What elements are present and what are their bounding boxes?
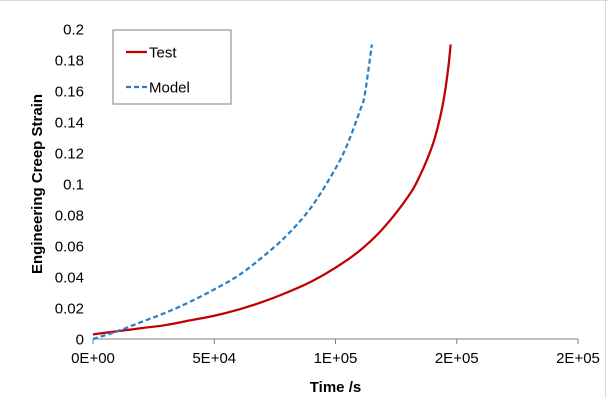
y-tick-label: 0.12 — [55, 146, 84, 163]
x-tick-label: 1E+05 — [314, 350, 358, 367]
legend-label-test: Test — [149, 45, 177, 62]
y-tick-label: 0.18 — [55, 53, 84, 70]
legend: Test Model — [112, 29, 232, 105]
y-tick-label: 0.16 — [55, 84, 84, 101]
y-tick-label: 0.1 — [63, 177, 84, 194]
x-tick-label: 2E+05 — [435, 350, 479, 367]
x-tick-label: 0E+00 — [71, 350, 115, 367]
series-line-test — [92, 44, 452, 336]
y-tick-label: 0 — [76, 332, 84, 349]
legend-label-model: Model — [149, 80, 190, 97]
legend-box — [112, 29, 232, 105]
series-line-model — [92, 44, 373, 341]
y-tick-label: 0.02 — [55, 301, 84, 318]
y-tick-label: 0.08 — [55, 208, 84, 225]
y-tick-label: 0.14 — [55, 115, 84, 132]
series-layer — [92, 44, 452, 341]
y-axis-title: Engineering Creep Strain — [29, 94, 46, 274]
x-axis-title: Time /s — [310, 379, 361, 396]
x-tick-label: 5E+04 — [192, 350, 236, 367]
x-tick-label: 2E+05 — [556, 350, 600, 367]
y-tick-label: 0.06 — [55, 239, 84, 256]
y-axis: 0 0.02 0.04 0.06 0.08 0.1 0.12 0.14 0.16 0.18 0.2 — [55, 22, 84, 349]
y-tick-label: 0.04 — [55, 270, 84, 287]
y-tick-label: 0.2 — [63, 22, 84, 39]
x-axis: 0E+00 5E+04 1E+05 2E+05 2E+05 — [71, 339, 600, 367]
